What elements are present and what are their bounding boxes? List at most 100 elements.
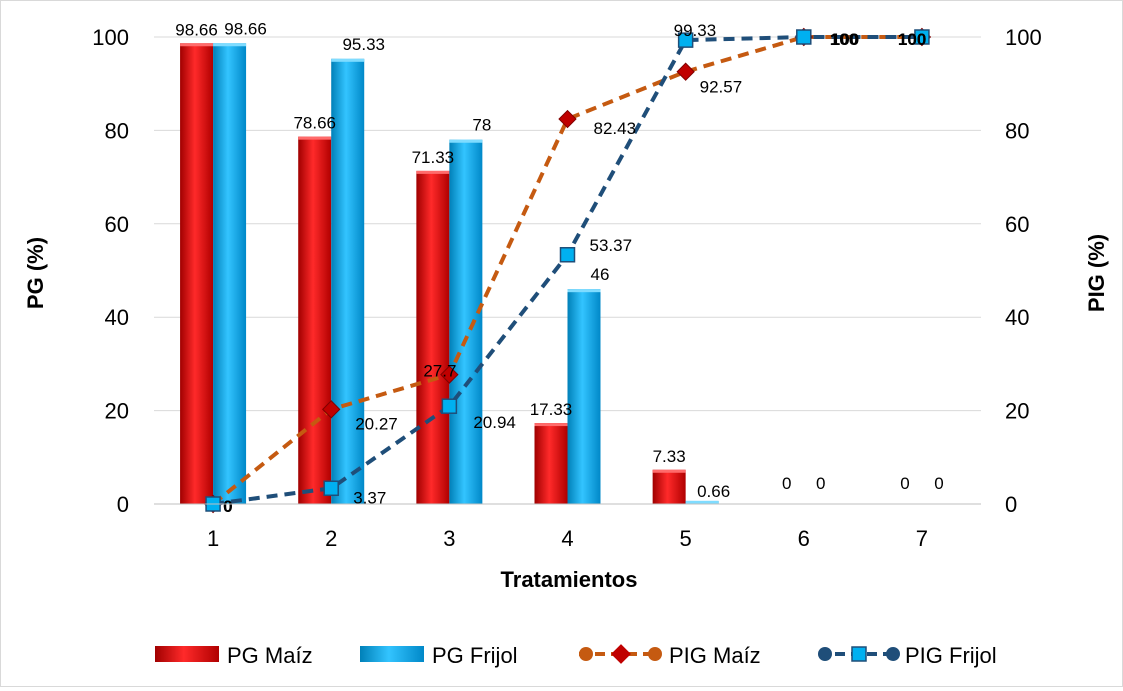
bar bbox=[567, 289, 601, 504]
line-marker bbox=[322, 400, 341, 419]
legend-swatch-pg-maiz bbox=[155, 646, 219, 662]
y2-tick-label: 40 bbox=[1005, 305, 1029, 330]
y-tick-label: 100 bbox=[92, 25, 129, 50]
line-data-label: 0 bbox=[223, 497, 232, 516]
legend-item-pig-maiz[interactable]: PIG Maíz bbox=[579, 643, 761, 668]
line-data-label: 100 bbox=[898, 30, 926, 49]
lines bbox=[203, 27, 932, 514]
bar-data-label: 78.66 bbox=[293, 114, 336, 133]
legend-label-pig-maiz: PIG Maíz bbox=[669, 643, 761, 668]
bar-data-label: 17.33 bbox=[530, 400, 573, 419]
bar-top-rim bbox=[213, 43, 247, 47]
line-marker bbox=[440, 365, 459, 384]
bar bbox=[534, 423, 568, 504]
legend-label-pg-maiz: PG Maíz bbox=[227, 643, 313, 668]
line-data-label: 53.37 bbox=[590, 236, 633, 255]
y-tick-label: 20 bbox=[105, 399, 129, 424]
line-marker bbox=[559, 247, 576, 263]
axes: 0 20 40 60 80 100 0 20 40 60 80 100 1 2 3 4 5 6 7 bbox=[92, 25, 1041, 551]
legend-endpoint-pig-frijol bbox=[818, 647, 832, 661]
bar-data-label: 0 bbox=[782, 474, 791, 493]
bar-top-rim bbox=[652, 469, 686, 473]
y-tick-label: 60 bbox=[105, 212, 129, 237]
line-data-label: 82.43 bbox=[594, 119, 637, 138]
bar bbox=[298, 136, 332, 504]
line-marker bbox=[914, 29, 930, 45]
bar-data-label: 98.66 bbox=[224, 19, 267, 38]
bar-top-rim bbox=[298, 136, 332, 140]
bar bbox=[652, 469, 686, 504]
legend-endpoint-pig-frijol bbox=[886, 647, 900, 661]
legend-item-pig-frijol[interactable]: PIG Frijol bbox=[818, 643, 997, 668]
data-labels: 98.66 78.66 71.33 17.33 7.33 0 0 98.66 95.33 78 46… bbox=[175, 19, 943, 516]
bar bbox=[331, 58, 365, 504]
legend: PG Maíz PG Frijol PIG Maíz PIG Frijol bbox=[155, 643, 997, 668]
x-tick-label: 4 bbox=[561, 526, 573, 551]
legend-item-pg-maiz[interactable]: PG Maíz bbox=[155, 643, 313, 668]
bar-data-label: 7.33 bbox=[653, 447, 686, 466]
x-axis-title: Tratamientos bbox=[501, 567, 638, 592]
x-tick-label: 6 bbox=[798, 526, 810, 551]
line-data-label: 27.7 bbox=[423, 362, 456, 381]
x-tick-label: 5 bbox=[680, 526, 692, 551]
y-tick-label: 80 bbox=[105, 118, 129, 143]
line-data-label: 99.33 bbox=[674, 21, 717, 40]
legend-marker-pig-frijol bbox=[851, 646, 867, 662]
y2-axis-title: PIG (%) bbox=[1084, 234, 1109, 312]
bar-top-rim bbox=[331, 58, 365, 62]
legend-endpoint-pig-maiz bbox=[648, 647, 662, 661]
bar-top-rim bbox=[449, 139, 483, 143]
y2-tick-label: 60 bbox=[1005, 212, 1029, 237]
line-marker bbox=[558, 109, 577, 129]
bar bbox=[449, 139, 483, 505]
bar-data-label: 98.66 bbox=[175, 20, 218, 39]
bar-top-rim bbox=[180, 43, 214, 47]
line-data-label: 100 bbox=[831, 30, 859, 49]
legend-label-pig-frijol: PIG Frijol bbox=[905, 643, 997, 668]
y-axis-title: PG (%) bbox=[23, 237, 48, 309]
y-tick-label: 40 bbox=[105, 305, 129, 330]
line-marker bbox=[677, 32, 694, 48]
line-data-label: 0 bbox=[223, 497, 232, 516]
line-marker bbox=[441, 398, 458, 414]
y2-tick-label: 20 bbox=[1005, 399, 1029, 424]
bar-data-label: 95.33 bbox=[342, 35, 385, 54]
bar bbox=[213, 43, 247, 504]
bar-data-label: 0 bbox=[900, 474, 909, 493]
bar-data-label: 78 bbox=[472, 116, 491, 135]
bar-data-label: 46 bbox=[591, 265, 610, 284]
bar-top-rim bbox=[534, 423, 568, 427]
legend-swatch-pg-frijol bbox=[360, 646, 424, 662]
y-tick-label: 0 bbox=[117, 492, 129, 517]
line-data-label: 92.57 bbox=[700, 78, 743, 97]
line-data-label: 100 bbox=[830, 30, 858, 49]
legend-label-pg-frijol: PG Frijol bbox=[432, 643, 518, 668]
line-data-label: 20.27 bbox=[355, 414, 398, 433]
line-data-label: 3.37 bbox=[353, 488, 386, 507]
line-data-label: 100 bbox=[898, 30, 926, 49]
x-tick-label: 7 bbox=[916, 526, 928, 551]
bar-data-label: 0 bbox=[934, 474, 943, 493]
bar-data-label: 0 bbox=[816, 474, 825, 493]
y2-tick-label: 100 bbox=[1005, 25, 1042, 50]
bar bbox=[180, 43, 214, 504]
gridlines bbox=[154, 36, 981, 412]
bar-top-rim bbox=[416, 170, 450, 174]
line-data-label: 20.94 bbox=[473, 413, 516, 432]
x-tick-label: 3 bbox=[443, 526, 455, 551]
y2-tick-label: 0 bbox=[1005, 492, 1017, 517]
legend-item-pg-frijol[interactable]: PG Frijol bbox=[360, 643, 518, 668]
bar bbox=[416, 170, 450, 504]
line-marker bbox=[323, 480, 339, 497]
line-marker bbox=[676, 62, 695, 81]
line-marker bbox=[796, 29, 812, 45]
bar-top-rim bbox=[567, 289, 601, 293]
bar-top-rim bbox=[685, 500, 719, 504]
x-tick-label: 1 bbox=[207, 526, 219, 551]
x-tick-label: 2 bbox=[325, 526, 337, 551]
legend-endpoint-pig-maiz bbox=[579, 647, 593, 661]
bar-data-label: 0.66 bbox=[697, 482, 730, 501]
bars bbox=[180, 43, 719, 505]
